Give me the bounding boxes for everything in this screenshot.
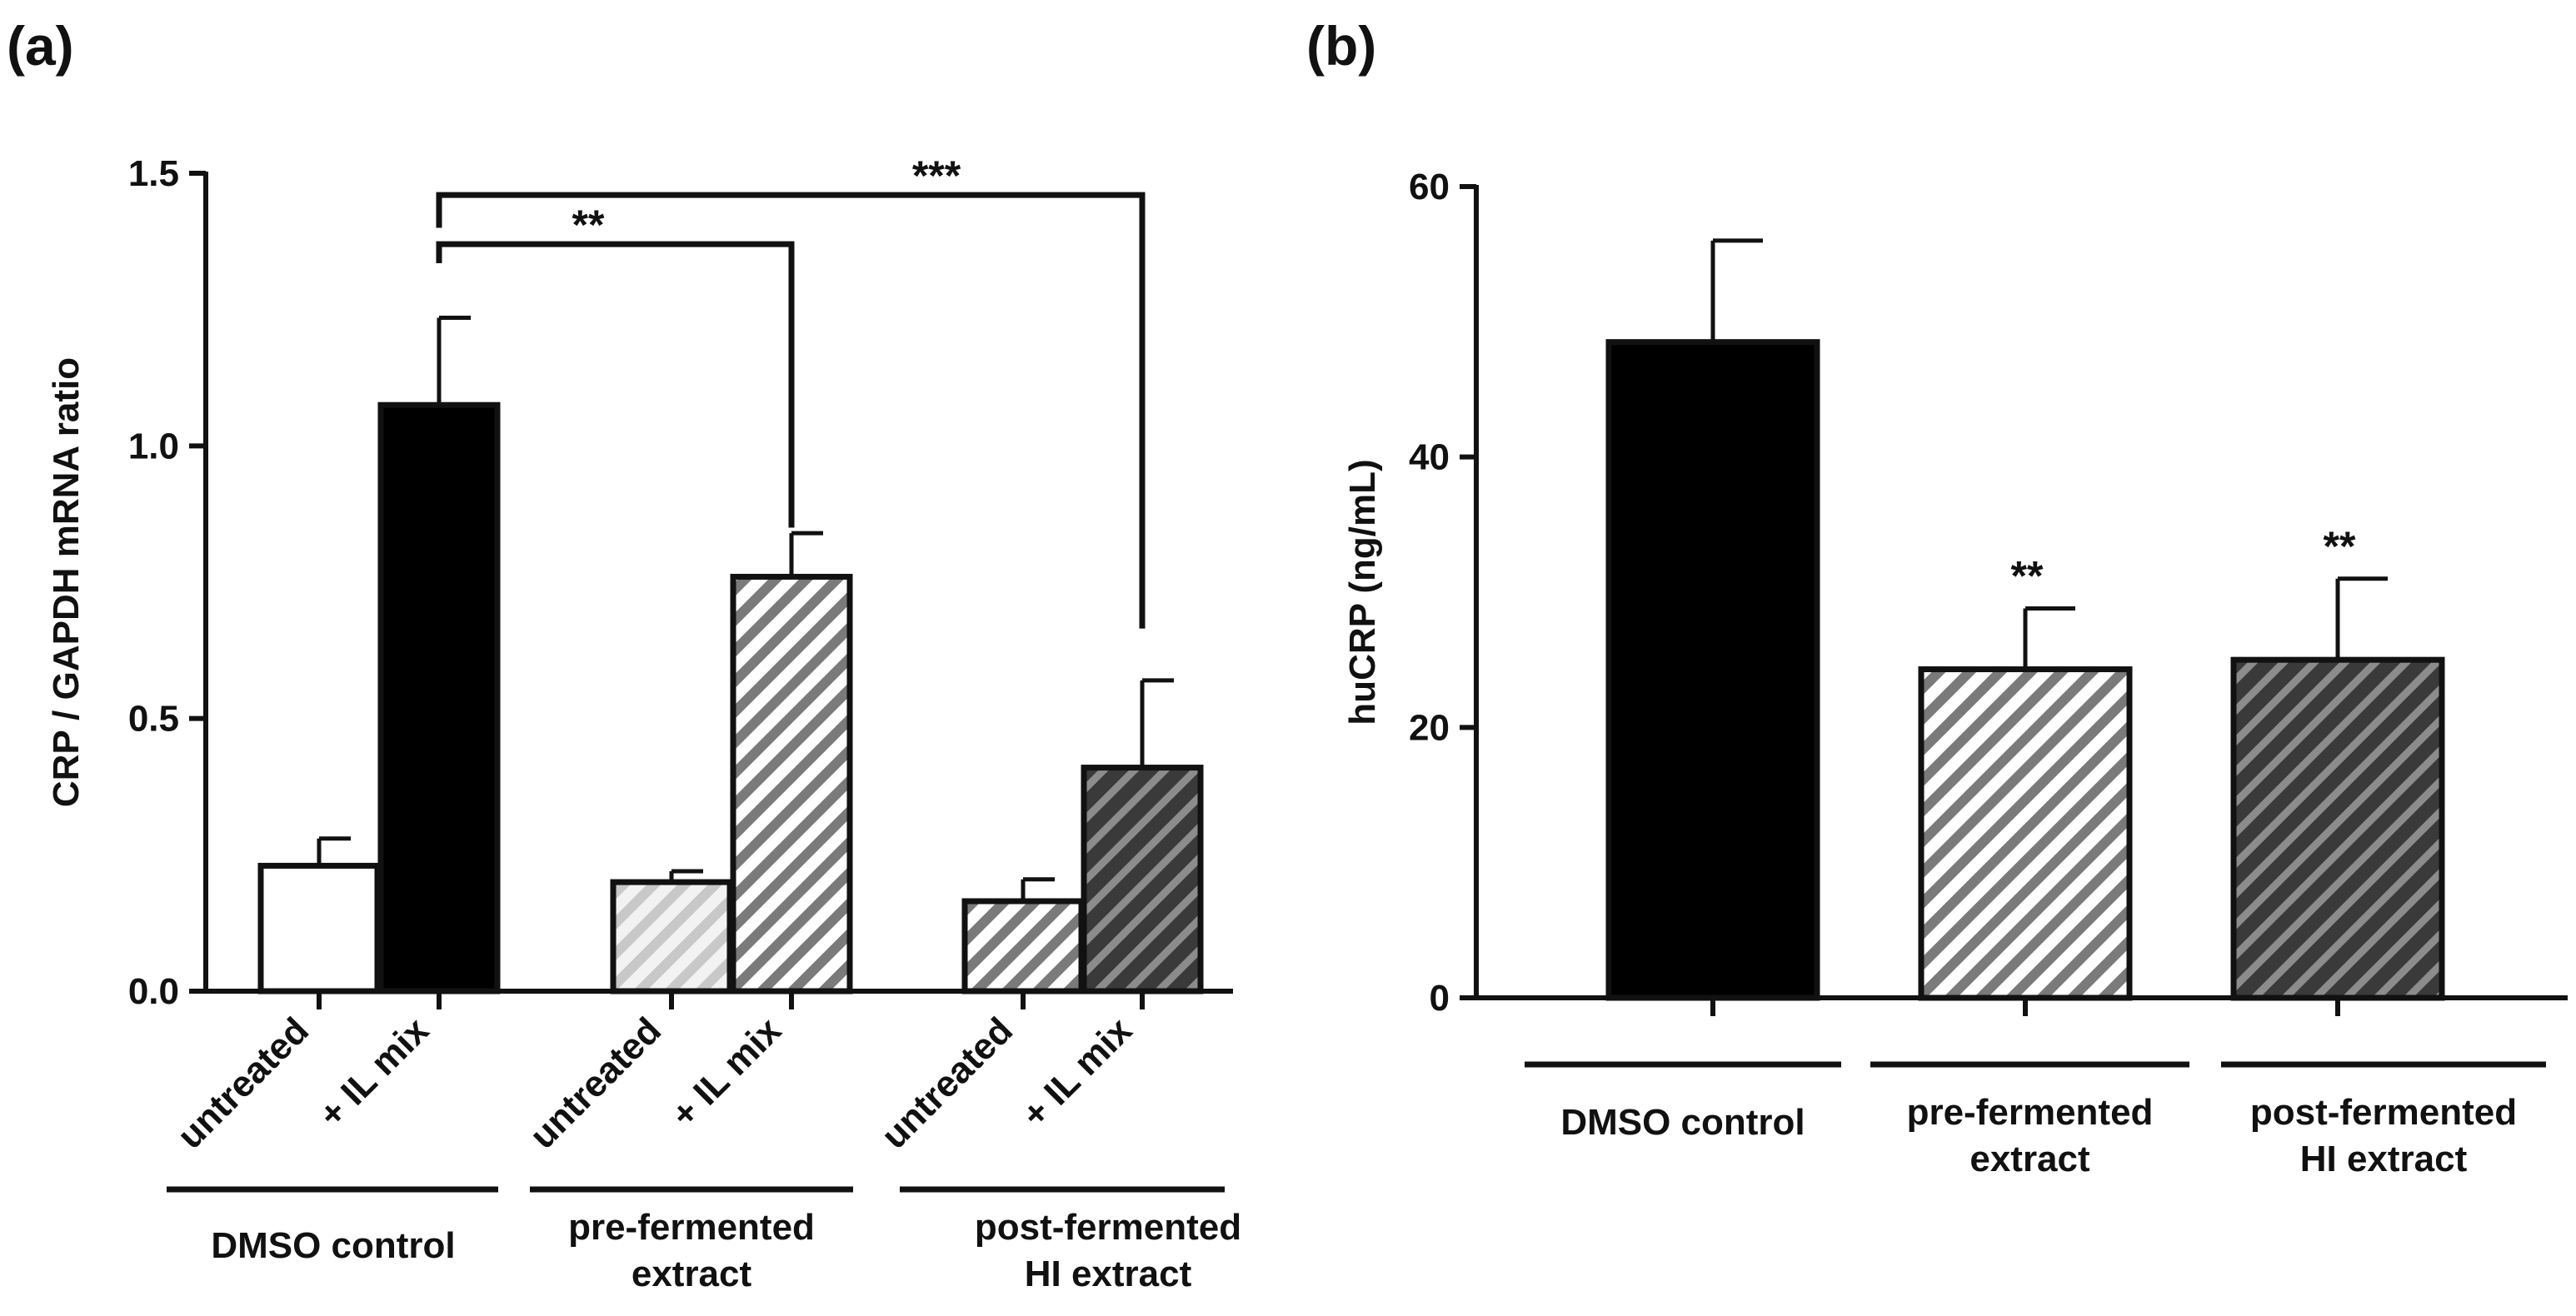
y-tick-label: 0.5: [128, 699, 179, 740]
group-label: DMSO control: [211, 1225, 455, 1266]
y-tick-label: 60: [1409, 167, 1450, 207]
panel-b-label: (b): [1306, 15, 1376, 77]
x-tick-label: + IL mix: [311, 1009, 437, 1135]
x-tick-label: untreated: [522, 1009, 669, 1156]
group-label: post-fermented: [975, 1207, 1241, 1248]
x-tick-label: + IL mix: [1014, 1009, 1140, 1135]
panel-a-bars: [257, 315, 1204, 1009]
bar: [961, 898, 1085, 994]
group-label: HI extract: [1025, 1254, 1192, 1294]
bar: [1605, 339, 1820, 1001]
group-label: pre-fermented: [568, 1207, 815, 1248]
y-tick-label: 40: [1409, 437, 1450, 478]
bar: [1918, 666, 2133, 1001]
panel-a-label: (a): [7, 15, 74, 77]
significance-label: **: [2324, 523, 2356, 570]
panel-a-labels: untreated+ IL mix untreated+ IL mix untrea…: [167, 1009, 1241, 1294]
y-axis-label: CRP / GAPDH mRNA ratio: [46, 357, 87, 807]
x-category-label: post-fermented: [2250, 1092, 2517, 1133]
x-tick-label: untreated: [170, 1009, 317, 1156]
panel-b-labels: DMSO control pre-fermented extract post-fer…: [1525, 1061, 2546, 1179]
panel-b-bars: ** **: [1605, 238, 2445, 1016]
significance-bracket: [436, 241, 795, 528]
y-tick-label: 20: [1409, 707, 1450, 748]
panel-a-significance: *****: [436, 152, 1146, 629]
panel-a: (a) 0.0 0.5 1.0 1.5 CRP / GAPDH mRNA ratio *…: [7, 15, 1241, 1294]
group-label: extract: [632, 1254, 752, 1294]
significance-label: **: [572, 202, 605, 248]
x-tick-label: untreated: [874, 1009, 1021, 1156]
bar: [610, 879, 733, 994]
panel-b: (b) 0 20 40 60 huCRP (ng/mL) ** ** DMSO contr…: [1306, 15, 2568, 1179]
x-tick-label: + IL mix: [663, 1009, 789, 1135]
bar: [730, 573, 853, 994]
x-category-label: DMSO control: [1560, 1102, 1805, 1143]
y-tick-label: 0: [1430, 978, 1450, 1019]
x-category-label: pre-fermented: [1907, 1092, 2154, 1133]
significance-label: ***: [912, 152, 961, 199]
y-axis-label: huCRP (ng/mL): [1342, 459, 1383, 725]
x-category-label: HI extract: [2300, 1139, 2468, 1179]
y-tick-label: 1.0: [128, 426, 179, 466]
bar: [2230, 656, 2445, 1001]
bar: [257, 862, 381, 994]
bar: [377, 401, 501, 994]
x-category-label: extract: [1969, 1139, 2090, 1179]
bar: [1081, 765, 1204, 994]
y-tick-label: 1.5: [128, 153, 179, 194]
y-tick-label: 0.0: [128, 971, 179, 1012]
significance-bracket: [436, 192, 1146, 629]
significance-label: **: [2011, 552, 2044, 599]
